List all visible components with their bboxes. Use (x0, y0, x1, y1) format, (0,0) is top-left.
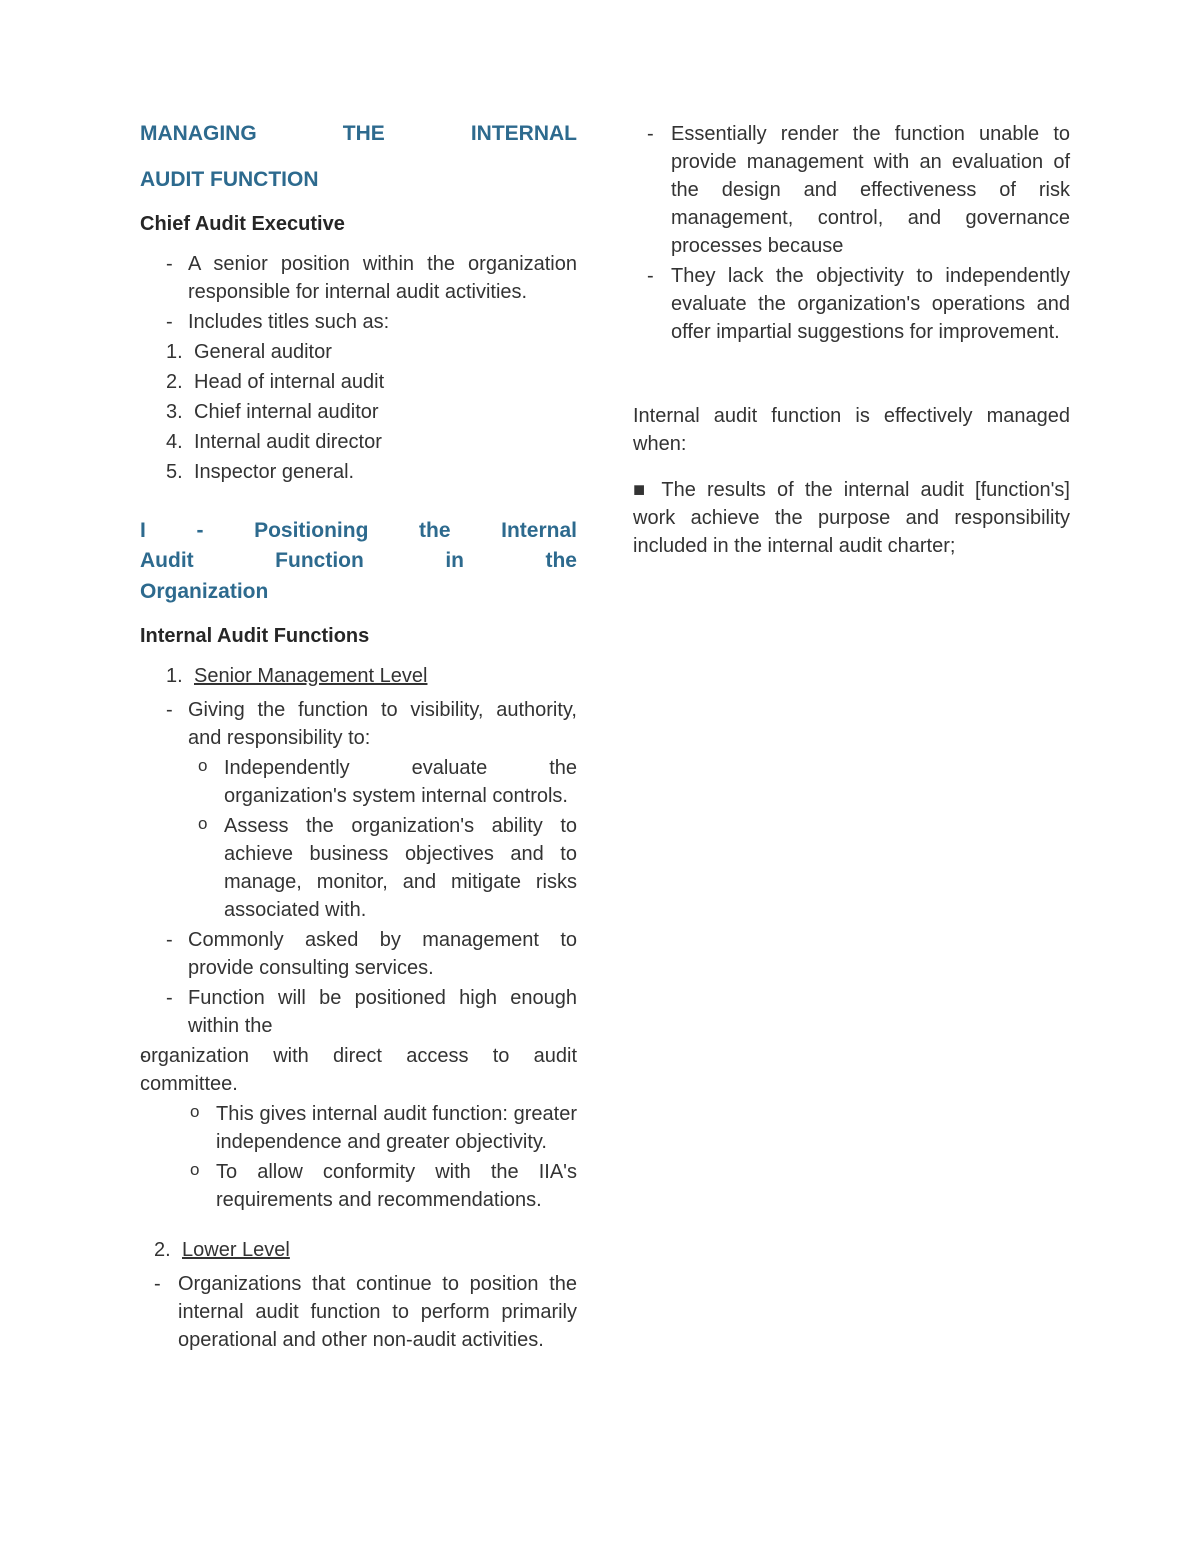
managed-intro: Internal audit function is effectively m… (633, 402, 1070, 458)
list-item: To allow conformity with the IIA's requi… (190, 1158, 577, 1214)
list-number: 5. (166, 458, 183, 486)
list-text: Inspector general. (194, 461, 354, 483)
list-item: Organizations that continue to position … (154, 1270, 577, 1354)
lower-label: Lower Level (182, 1239, 290, 1261)
list-item: 1. General auditor (166, 338, 577, 366)
list-number: 2. (166, 368, 183, 396)
list-item: 2. Head of internal audit (166, 368, 577, 396)
list-item: They lack the objectivity to independent… (647, 262, 1070, 346)
main-title-line2: AUDIT FUNCTION (140, 166, 577, 194)
lower-heading-list: 2. Lower Level (140, 1236, 577, 1264)
list-text: General auditor (194, 341, 332, 363)
list-text: Internal audit director (194, 431, 382, 453)
senior-dash-list-1: Giving the function to visibility, autho… (140, 696, 577, 752)
chief-dash-list: A senior position within the organizatio… (140, 250, 577, 336)
senior-label: Senior Management Level (194, 665, 427, 687)
list-item: Commonly asked by management to provide … (166, 926, 577, 982)
list-number: 1. (166, 338, 183, 366)
list-item: 3. Chief internal auditor (166, 398, 577, 426)
list-text: organization with direct access to audit… (140, 1045, 577, 1095)
managed-bullet-1: ■ The results of the internal audit [fun… (633, 476, 1070, 560)
main-title-block: MANAGING THE INTERNAL AUDIT FUNCTION (140, 120, 577, 195)
senior-circle-list-1: Independently evaluate the organization'… (140, 754, 577, 924)
senior-dash-list-2: Commonly asked by management to provide … (140, 926, 577, 1040)
list-item: Assess the organization's ability to ach… (198, 812, 577, 924)
list-number: 3. (166, 398, 183, 426)
section-i-line1: I - Positioning the Internal (140, 516, 577, 546)
main-title-line1: MANAGING THE INTERNAL (140, 120, 577, 148)
list-item: 4. Internal audit director (166, 428, 577, 456)
section-i-line2: Audit Function in the (140, 546, 577, 576)
senior-heading-list: 1. Senior Management Level (140, 662, 577, 690)
senior-circle-list-2: This gives internal audit function: grea… (140, 1100, 577, 1214)
list-number: 2. (154, 1236, 171, 1264)
list-item: Independently evaluate the organization'… (198, 754, 577, 810)
list-item: Includes titles such as: (166, 308, 577, 336)
chief-numbered-list: 1. General auditor 2. Head of internal aud… (140, 338, 577, 486)
chief-heading: Chief Audit Executive (140, 213, 577, 236)
iaf-heading: Internal Audit Functions (140, 625, 577, 648)
list-item: 1. Senior Management Level (166, 662, 577, 690)
list-item: A senior position within the organizatio… (166, 250, 577, 306)
list-item: 5. Inspector general. (166, 458, 577, 486)
list-item: Essentially render the function unable t… (647, 120, 1070, 260)
list-item: This gives internal audit function: grea… (190, 1100, 577, 1156)
list-number: 1. (166, 662, 183, 690)
list-item: Function will be positioned high enough … (166, 984, 577, 1040)
section-i-heading-block: I - Positioning the Internal Audit Funct… (140, 516, 577, 607)
list-item: 2. Lower Level (154, 1236, 577, 1264)
list-text: Chief internal auditor (194, 401, 379, 423)
senior-dash-continuation: organization with direct access to audit… (140, 1042, 577, 1098)
list-number: 4. (166, 428, 183, 456)
list-item: Giving the function to visibility, autho… (166, 696, 577, 752)
list-item: organization with direct access to audit… (140, 1042, 577, 1098)
list-text: Head of internal audit (194, 371, 384, 393)
document-page: MANAGING THE INTERNAL AUDIT FUNCTION Chi… (140, 120, 1070, 1410)
section-i-line3: Organization (140, 577, 577, 607)
